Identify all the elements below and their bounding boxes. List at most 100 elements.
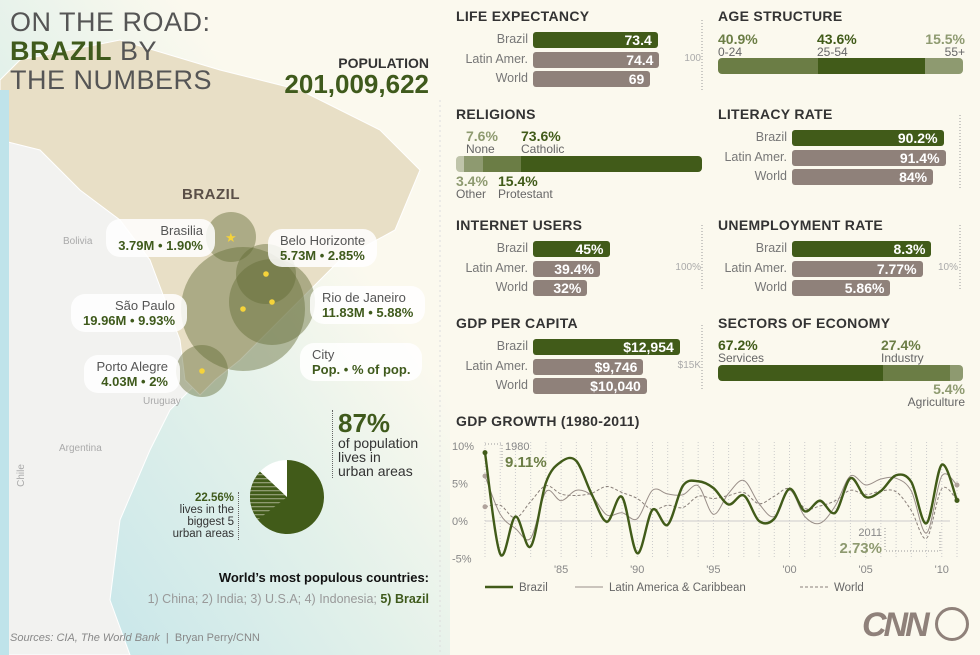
bar-world: 32%	[533, 280, 588, 296]
bar-brazil: 73.4	[533, 32, 658, 48]
city-callout-belo-horizonte: Belo Horizonte 5.73M • 2.85%	[268, 229, 378, 267]
stacked-bar	[456, 156, 702, 172]
segment-name: 25-54	[817, 45, 848, 59]
city-stats: 4.03M • 2%	[101, 374, 168, 389]
globe-icon	[935, 607, 969, 641]
title-brazil: BRAZIL	[10, 36, 112, 66]
bar-category-label: Latin Amer.	[465, 260, 528, 275]
land-brazil	[0, 39, 421, 396]
page-title: ON THE ROAD: BRAZIL BY THE NUMBERS	[10, 8, 212, 95]
segment-label: 27.4% Industry	[881, 338, 924, 364]
title-line-2: BRAZIL BY	[10, 37, 212, 66]
city-name: Rio de Janeiro	[322, 290, 406, 305]
title-by: BY	[111, 36, 158, 66]
segment-agriculture	[949, 365, 963, 381]
big5-pct: 22.56%	[194, 492, 234, 504]
bar-category-label: World	[495, 71, 528, 85]
pie-slice-big5	[250, 471, 287, 520]
segment-pct: 27.4%	[881, 337, 921, 353]
annotation-value: 2.73%	[839, 540, 882, 557]
city-dot	[269, 299, 275, 305]
big5-text: biggest 5	[187, 516, 234, 528]
data-point	[954, 482, 960, 488]
segment-label: 7.6% None	[466, 129, 498, 155]
segment-name: Catholic	[521, 142, 565, 156]
segment-label: 3.4% Other	[456, 174, 488, 200]
city-callout-rio: Rio de Janeiro 11.83M • 5.88%	[310, 286, 426, 324]
y-tick-label: 0%	[452, 516, 468, 528]
city-name: São Paulo	[115, 298, 175, 313]
line-brazil	[483, 452, 959, 557]
segment-name: Other	[456, 187, 487, 201]
urban-pct: 87%	[338, 408, 391, 438]
chart-title: LITERACY RATE	[718, 106, 833, 122]
bar-latin-amer-: 91.4%	[792, 149, 946, 166]
segment-55+	[925, 58, 963, 74]
bar-latin-amer-: 7.77%	[792, 260, 923, 277]
segment-name: Protestant	[498, 187, 553, 201]
annotation-year: 1980	[505, 441, 529, 453]
segment-other	[456, 156, 465, 172]
cnn-logo: CNN	[862, 606, 930, 644]
segment-pct: 3.4%	[456, 173, 488, 189]
city-dot	[199, 368, 205, 374]
data-point	[954, 498, 960, 504]
bar-world: 84%	[792, 169, 934, 185]
segment-protestant	[483, 156, 521, 172]
data-point	[482, 450, 488, 456]
legend-label: Latin America & Caribbean	[609, 582, 746, 594]
bar-latin-amer-: $9,746	[533, 358, 644, 375]
chart-title: SECTORS OF ECONOMY	[718, 315, 891, 331]
population-value: 201,009,622	[284, 69, 429, 99]
bar-category-label: World	[495, 378, 528, 392]
legend-label: World	[834, 582, 864, 594]
footer-credit: Bryan Perry/CNN	[174, 632, 260, 644]
urban-text: urban areas	[338, 463, 413, 479]
pie-slice-rural	[260, 460, 287, 497]
segment-name: None	[466, 142, 495, 156]
segment-label: 15.5% 55+	[925, 32, 965, 58]
city-name: Brasilia	[160, 223, 203, 238]
segment-name: Agriculture	[907, 395, 965, 409]
stacked-bar	[718, 365, 963, 381]
big5-text: urban areas	[172, 528, 234, 540]
scale-max-label: 10%	[937, 262, 958, 273]
big5-text: lives in the	[179, 504, 234, 516]
capital-star-icon: ★	[225, 230, 237, 245]
big5-callout: 22.56% lives in the biggest 5 urban area…	[173, 492, 239, 540]
bar-category-label: Brazil	[496, 32, 528, 46]
populous-title: World’s most populous countries:	[218, 570, 429, 585]
city-bubble	[206, 212, 256, 262]
populous-list: 1) China; 2) India; 3) U.S.A; 4) Indones…	[148, 592, 429, 606]
bar-category-label: Brazil	[496, 339, 528, 353]
map-label-chile: Chile	[15, 464, 27, 487]
segment-catholic	[520, 156, 702, 172]
urban-text: lives in	[338, 449, 381, 465]
bar-brazil: 8.3%	[792, 241, 932, 257]
chart-title: GDP PER CAPITA	[456, 315, 578, 331]
city-name: Belo Horizonte	[280, 233, 366, 248]
bar-category-label: Brazil	[496, 241, 528, 255]
urban-text: of population	[338, 435, 419, 451]
segment-pct: 67.2%	[718, 337, 758, 353]
city-stats: 11.83M • 5.88%	[322, 305, 414, 320]
map-label-uruguay: Uruguay	[143, 396, 181, 407]
x-tick-label: '85	[554, 564, 568, 576]
segment-label: 43.6% 25-54	[817, 32, 857, 58]
scale-max-label: 100	[684, 53, 701, 64]
segment-name: Services	[718, 351, 765, 365]
bar-category-label: Latin Amer.	[465, 358, 528, 373]
pie-slice-urban	[250, 460, 325, 534]
city-callout-porto-alegre: Porto Alegre 4.03M • 2%	[84, 355, 180, 393]
segment-pct: 15.4%	[498, 173, 538, 189]
city-stats: 19.96M • 9.93%	[83, 313, 175, 328]
segment-25-54	[818, 58, 926, 74]
segment-label: 67.2% Services	[718, 338, 764, 364]
segment-label: 15.4% Protestant	[498, 174, 553, 200]
city-stats: 3.79M • 1.90%	[118, 238, 203, 253]
line-latin-america-caribbean	[484, 473, 958, 541]
data-point	[482, 504, 488, 510]
y-tick-label: 10%	[452, 441, 474, 453]
bar-category-label: Brazil	[755, 130, 787, 144]
segment-pct: 5.4%	[933, 381, 965, 397]
